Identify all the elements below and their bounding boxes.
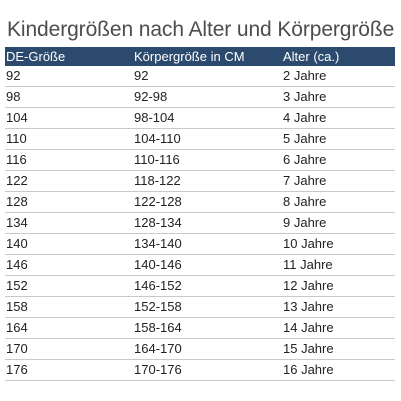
table-row: 170 164-170 15 Jahre xyxy=(5,338,395,360)
cell-body-height: 104-110 xyxy=(133,128,282,150)
table-row: 122 118-122 7 Jahre xyxy=(5,170,395,192)
table-header: DE-Größe Körpergröße in CM Alter (ca.) xyxy=(5,47,395,66)
table-row: 164 158-164 14 Jahre xyxy=(5,317,395,339)
cell-de-size: 146 xyxy=(5,254,133,276)
cell-body-height: 146-152 xyxy=(133,275,282,297)
cell-de-size: 98 xyxy=(5,86,133,108)
cell-body-height: 140-146 xyxy=(133,254,282,276)
cell-de-size: 140 xyxy=(5,233,133,255)
table-row: 152 146-152 12 Jahre xyxy=(5,275,395,297)
cell-de-size: 134 xyxy=(5,212,133,234)
cell-body-height: 128-134 xyxy=(133,212,282,234)
cell-age: 16 Jahre xyxy=(282,359,395,381)
cell-de-size: 158 xyxy=(5,296,133,318)
cell-de-size: 164 xyxy=(5,317,133,339)
table-row: 116 110-116 6 Jahre xyxy=(5,149,395,171)
table-row: 158 152-158 13 Jahre xyxy=(5,296,395,318)
table-header-row: DE-Größe Körpergröße in CM Alter (ca.) xyxy=(5,47,395,66)
cell-age: 12 Jahre xyxy=(282,275,395,297)
cell-age: 3 Jahre xyxy=(282,86,395,108)
cell-body-height: 118-122 xyxy=(133,170,282,192)
cell-body-height: 134-140 xyxy=(133,233,282,255)
cell-age: 6 Jahre xyxy=(282,149,395,171)
cell-age: 9 Jahre xyxy=(282,212,395,234)
table-body: 92 92 2 Jahre 98 92-98 3 Jahre 104 98-104 4 Ja… xyxy=(5,66,395,381)
cell-body-height: 92-98 xyxy=(133,86,282,108)
table-row: 134 128-134 9 Jahre xyxy=(5,212,395,234)
cell-age: 15 Jahre xyxy=(282,338,395,360)
cell-age: 5 Jahre xyxy=(282,128,395,150)
cell-de-size: 104 xyxy=(5,107,133,129)
cell-body-height: 170-176 xyxy=(133,359,282,381)
cell-de-size: 128 xyxy=(5,191,133,213)
cell-de-size: 110 xyxy=(5,128,133,150)
cell-body-height: 164-170 xyxy=(133,338,282,360)
cell-de-size: 152 xyxy=(5,275,133,297)
cell-age: 11 Jahre xyxy=(282,254,395,276)
table-row: 128 122-128 8 Jahre xyxy=(5,191,395,213)
cell-age: 7 Jahre xyxy=(282,170,395,192)
cell-body-height: 152-158 xyxy=(133,296,282,318)
cell-age: 2 Jahre xyxy=(282,66,395,87)
cell-age: 14 Jahre xyxy=(282,317,395,339)
cell-de-size: 116 xyxy=(5,149,133,171)
size-table: DE-Größe Körpergröße in CM Alter (ca.) 9… xyxy=(5,47,395,381)
cell-body-height: 110-116 xyxy=(133,149,282,171)
table-row: 92 92 2 Jahre xyxy=(5,66,395,87)
cell-age: 13 Jahre xyxy=(282,296,395,318)
cell-de-size: 170 xyxy=(5,338,133,360)
cell-body-height: 92 xyxy=(133,66,282,87)
table-row: 104 98-104 4 Jahre xyxy=(5,107,395,129)
table-row: 110 104-110 5 Jahre xyxy=(5,128,395,150)
cell-body-height: 98-104 xyxy=(133,107,282,129)
cell-body-height: 158-164 xyxy=(133,317,282,339)
page-title: Kindergrößen nach Alter und Körpergröße xyxy=(7,18,395,41)
cell-de-size: 176 xyxy=(5,359,133,381)
table-row: 146 140-146 11 Jahre xyxy=(5,254,395,276)
cell-de-size: 122 xyxy=(5,170,133,192)
cell-body-height: 122-128 xyxy=(133,191,282,213)
cell-de-size: 92 xyxy=(5,66,133,87)
table-row: 140 134-140 10 Jahre xyxy=(5,233,395,255)
column-header-de-size: DE-Größe xyxy=(5,47,133,66)
table-row: 176 170-176 16 Jahre xyxy=(5,359,395,381)
cell-age: 10 Jahre xyxy=(282,233,395,255)
table-row: 98 92-98 3 Jahre xyxy=(5,86,395,108)
cell-age: 4 Jahre xyxy=(282,107,395,129)
cell-age: 8 Jahre xyxy=(282,191,395,213)
column-header-age: Alter (ca.) xyxy=(282,47,395,66)
column-header-body-height: Körpergröße in CM xyxy=(133,47,282,66)
